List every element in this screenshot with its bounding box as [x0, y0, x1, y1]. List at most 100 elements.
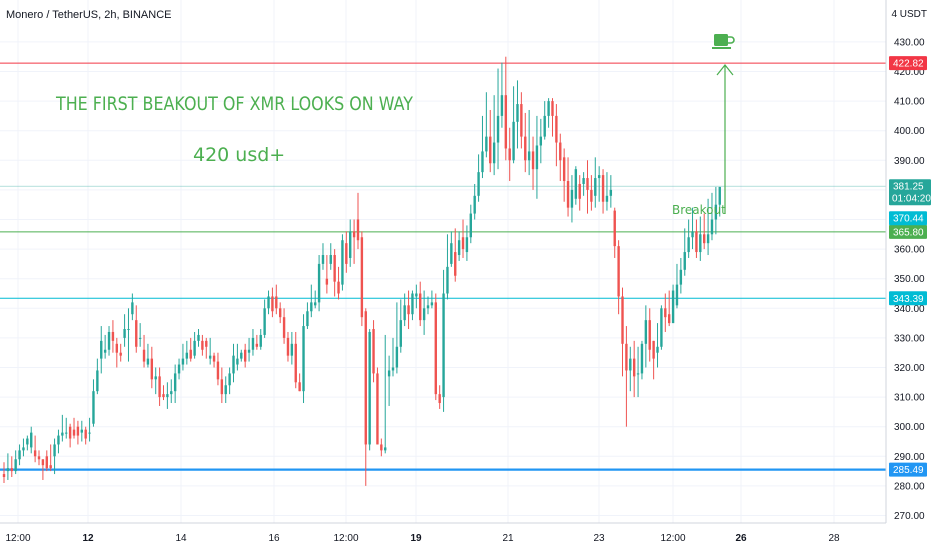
candle[interactable] — [664, 293, 667, 332]
target-annotation[interactable]: 420 usd+ — [193, 144, 285, 166]
candle[interactable] — [68, 423, 72, 448]
candle[interactable] — [438, 385, 441, 409]
candle[interactable] — [457, 231, 461, 261]
candle[interactable] — [718, 186, 721, 217]
candle[interactable] — [391, 337, 395, 377]
candle[interactable] — [236, 343, 239, 371]
candle[interactable] — [138, 323, 142, 347]
candle[interactable] — [527, 109, 531, 176]
candle[interactable] — [364, 308, 367, 486]
candle[interactable] — [294, 331, 297, 389]
candle[interactable] — [251, 329, 255, 356]
candle[interactable] — [341, 234, 344, 291]
candle[interactable] — [41, 459, 45, 480]
candle[interactable] — [516, 80, 519, 149]
candle[interactable] — [706, 198, 710, 256]
candle[interactable] — [368, 329, 371, 451]
candle[interactable] — [150, 346, 154, 389]
candle[interactable] — [492, 95, 496, 176]
candle[interactable] — [419, 281, 422, 327]
candle[interactable] — [559, 133, 562, 182]
candle[interactable] — [500, 62, 504, 128]
candle[interactable] — [574, 166, 578, 205]
candle[interactable] — [376, 367, 379, 445]
candle[interactable] — [345, 231, 348, 273]
candle[interactable] — [648, 308, 651, 362]
candle[interactable] — [485, 92, 488, 158]
candle[interactable] — [166, 382, 169, 409]
candle[interactable] — [255, 334, 259, 350]
candle[interactable] — [473, 183, 476, 220]
candle[interactable] — [14, 450, 17, 475]
candle[interactable] — [333, 249, 336, 297]
candle[interactable] — [695, 219, 698, 258]
candle[interactable] — [243, 343, 247, 368]
candle[interactable] — [115, 337, 119, 368]
candle[interactable] — [403, 293, 406, 327]
candle[interactable] — [282, 308, 286, 344]
candle[interactable] — [275, 284, 278, 315]
candle[interactable] — [131, 293, 134, 321]
candle[interactable] — [594, 157, 597, 208]
candle[interactable] — [652, 340, 655, 380]
candle[interactable] — [703, 213, 706, 250]
candle[interactable] — [72, 417, 76, 439]
candle[interactable] — [691, 207, 694, 250]
candle[interactable] — [454, 228, 457, 282]
candle[interactable] — [314, 290, 317, 309]
candle[interactable] — [57, 429, 60, 454]
candle[interactable] — [306, 302, 309, 330]
candle[interactable] — [543, 101, 546, 140]
candle[interactable] — [96, 358, 99, 395]
candle[interactable] — [6, 453, 10, 480]
candle[interactable] — [636, 346, 640, 398]
candle[interactable] — [18, 444, 21, 466]
candle[interactable] — [613, 207, 616, 258]
candle[interactable] — [399, 299, 402, 353]
candle[interactable] — [263, 299, 266, 338]
candle[interactable] — [675, 263, 679, 309]
candle[interactable] — [286, 331, 290, 362]
candle[interactable] — [597, 166, 601, 202]
candle[interactable] — [10, 456, 13, 478]
candle[interactable] — [224, 376, 227, 404]
candle[interactable] — [496, 68, 500, 170]
candle[interactable] — [430, 290, 434, 309]
candle[interactable] — [271, 287, 274, 318]
candle[interactable] — [103, 334, 107, 359]
candle[interactable] — [461, 219, 465, 258]
candle[interactable] — [92, 379, 95, 427]
candle[interactable] — [570, 175, 574, 223]
candle[interactable] — [582, 172, 585, 196]
candle[interactable] — [372, 320, 375, 383]
candle[interactable] — [683, 228, 686, 276]
candle[interactable] — [61, 414, 64, 442]
candle[interactable] — [107, 326, 111, 356]
candle[interactable] — [625, 326, 628, 427]
candle[interactable] — [100, 326, 103, 374]
candle[interactable] — [714, 186, 718, 235]
candle[interactable] — [621, 287, 624, 377]
candle[interactable] — [356, 192, 360, 250]
candle[interactable] — [547, 98, 550, 128]
candle[interactable] — [679, 257, 683, 294]
candle[interactable] — [30, 426, 33, 454]
candle[interactable] — [710, 192, 714, 241]
candle[interactable] — [53, 438, 56, 475]
candle[interactable] — [220, 367, 224, 404]
candle[interactable] — [228, 367, 231, 395]
candle[interactable] — [162, 385, 165, 401]
candle[interactable] — [578, 175, 581, 211]
candle[interactable] — [671, 284, 675, 324]
time-axis[interactable]: 12:00 12 14 16 12:00 19 21 23 12:00 26 28 — [5, 533, 840, 544]
candle[interactable] — [158, 367, 161, 406]
candle[interactable] — [477, 154, 480, 202]
candle[interactable] — [22, 438, 25, 457]
candle[interactable] — [450, 231, 453, 267]
candle[interactable] — [656, 323, 659, 368]
candle[interactable] — [555, 104, 558, 167]
candle[interactable] — [201, 334, 204, 356]
candle[interactable] — [173, 364, 177, 404]
candle[interactable] — [325, 255, 329, 294]
